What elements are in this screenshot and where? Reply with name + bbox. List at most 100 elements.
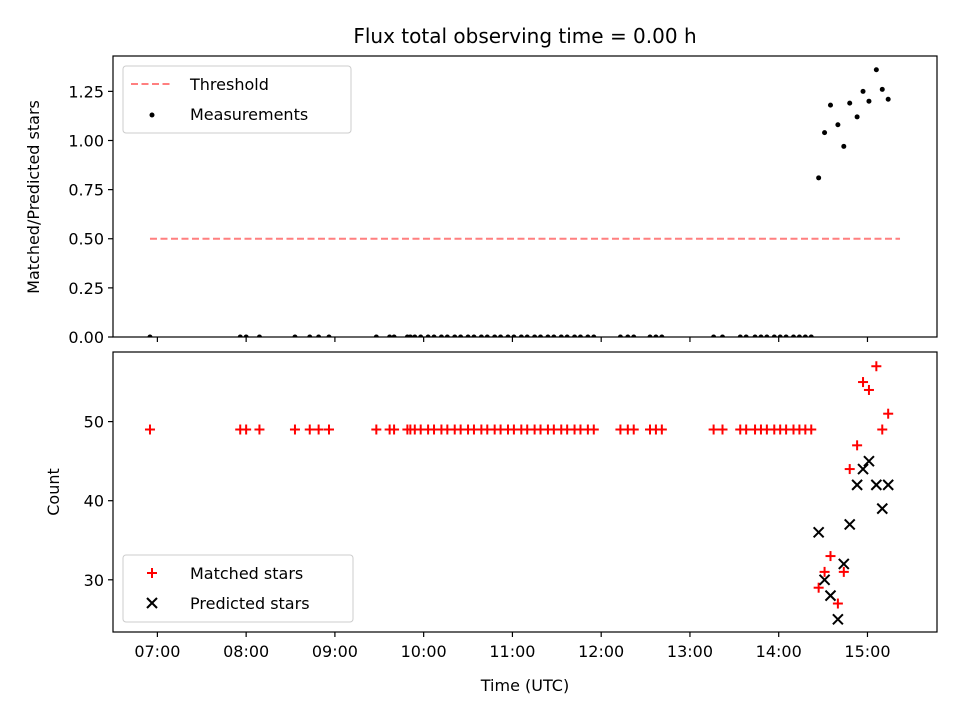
measurement-point: [407, 334, 413, 337]
measurement-point: [631, 334, 637, 337]
measurement-point: [737, 334, 743, 337]
matched-star-point: [806, 424, 817, 435]
measurement-point: [458, 334, 464, 337]
predicted-star-point: [824, 589, 837, 602]
measurement-point: [577, 334, 583, 337]
measurement-point: [791, 334, 797, 337]
legend-matched-label: Matched stars: [190, 564, 303, 583]
matched-star-point: [844, 464, 855, 475]
x-mark-b: [851, 479, 863, 491]
measurement-point: [873, 67, 879, 73]
matched-star-point: [254, 424, 265, 435]
matched-star-point: [863, 384, 874, 395]
matched-star-point: [241, 424, 252, 435]
bottom-axes-frame: [112, 351, 938, 633]
x-mark-b: [844, 518, 856, 531]
measurement-point: [256, 334, 262, 337]
x-mark-b: [832, 613, 844, 626]
measurement-point: [532, 334, 538, 337]
measurement-point: [307, 334, 313, 337]
measurement-point: [478, 334, 484, 337]
matched-star-point: [717, 424, 728, 435]
matched-star-point: [852, 440, 863, 451]
predicted-star-point: [844, 518, 856, 531]
measurement-point: [758, 334, 764, 337]
predicted-star-point: [857, 463, 869, 475]
measurement-point: [866, 98, 872, 104]
matched-star-point: [289, 424, 300, 435]
measurement-point: [551, 334, 557, 337]
top-y-tick-label: 0.25: [68, 279, 104, 298]
bottom-y-tick-label: 50: [84, 413, 104, 432]
matched-star-point: [628, 424, 639, 435]
measurement-point: [847, 100, 853, 106]
measurement-point: [860, 88, 866, 94]
measurement-point: [711, 334, 717, 337]
measurement-point: [653, 334, 659, 337]
measurement-point: [783, 334, 789, 337]
predicted-star-point: [832, 613, 844, 626]
x-mark-b: [838, 558, 850, 570]
top-y-tick-label: 0.75: [68, 181, 104, 200]
measurement-point: [373, 334, 379, 337]
x-mark-b: [882, 479, 894, 491]
top-y-tick-label: 1.00: [68, 131, 104, 150]
measurement-point: [659, 334, 665, 337]
measurement-point: [585, 334, 591, 337]
bottom-y-axis-label: Count: [44, 468, 63, 516]
x-axis-label: Time (UTC): [480, 676, 569, 695]
x-mark-b: [812, 526, 825, 539]
measurement-point: [316, 334, 322, 337]
measurement-point: [796, 334, 802, 337]
predicted-star-point: [818, 574, 831, 586]
legend-threshold-label: Threshold: [189, 75, 269, 94]
measurement-point: [625, 334, 631, 337]
matched-star-point: [313, 424, 324, 435]
measurement-point: [841, 143, 847, 149]
x-tick-label: 10:00: [401, 642, 447, 661]
x-mark-b: [824, 589, 837, 602]
legend-measurements-swatch: [149, 112, 155, 118]
predicted-star-point: [851, 479, 863, 491]
matched-star-point: [838, 566, 849, 577]
measurement-point: [518, 334, 524, 337]
predicted-star-point: [882, 479, 894, 491]
measurement-point: [538, 334, 544, 337]
measurement-point: [418, 334, 424, 337]
legend-predicted-swatch: [146, 597, 158, 609]
matched-star-point: [371, 424, 382, 435]
measurement-point: [572, 334, 578, 337]
matched-star-point: [819, 566, 830, 577]
chart-title: Flux total observing time = 0.00 h: [353, 24, 696, 48]
x-tick-label: 13:00: [667, 642, 713, 661]
bottom-y-tick-label: 40: [84, 492, 104, 511]
matched-star-point: [708, 424, 719, 435]
measurement-point: [771, 334, 777, 337]
bottom-legend-box: [122, 554, 354, 623]
measurement-point: [237, 334, 243, 337]
x-mark-b: [863, 455, 875, 467]
top-y-tick-label: 0.50: [68, 230, 104, 249]
measurement-point: [591, 334, 597, 337]
matched-star-point: [877, 424, 888, 435]
measurement-point: [777, 334, 783, 337]
measurement-point: [243, 334, 249, 337]
measurement-point: [438, 334, 444, 337]
measurement-point: [511, 334, 517, 337]
measurement-point: [822, 130, 828, 136]
bottom-data-layer: [144, 361, 894, 626]
x-mark-b: [870, 479, 883, 491]
x-tick-label: 15:00: [844, 642, 890, 661]
top-legend-box: [122, 65, 352, 134]
measurement-point: [647, 334, 653, 337]
measurement-point: [617, 334, 623, 337]
legend-measurements-label: Measurements: [190, 105, 308, 124]
measurement-point: [885, 96, 891, 102]
measurement-point: [492, 334, 498, 337]
measurement-point: [505, 334, 511, 337]
x-tick-label: 12:00: [578, 642, 624, 661]
bottom-legend: Matched stars Predicted stars: [122, 554, 354, 623]
x-tick-label: 14:00: [756, 642, 802, 661]
measurement-point: [802, 334, 808, 337]
matched-star-point: [323, 424, 334, 435]
